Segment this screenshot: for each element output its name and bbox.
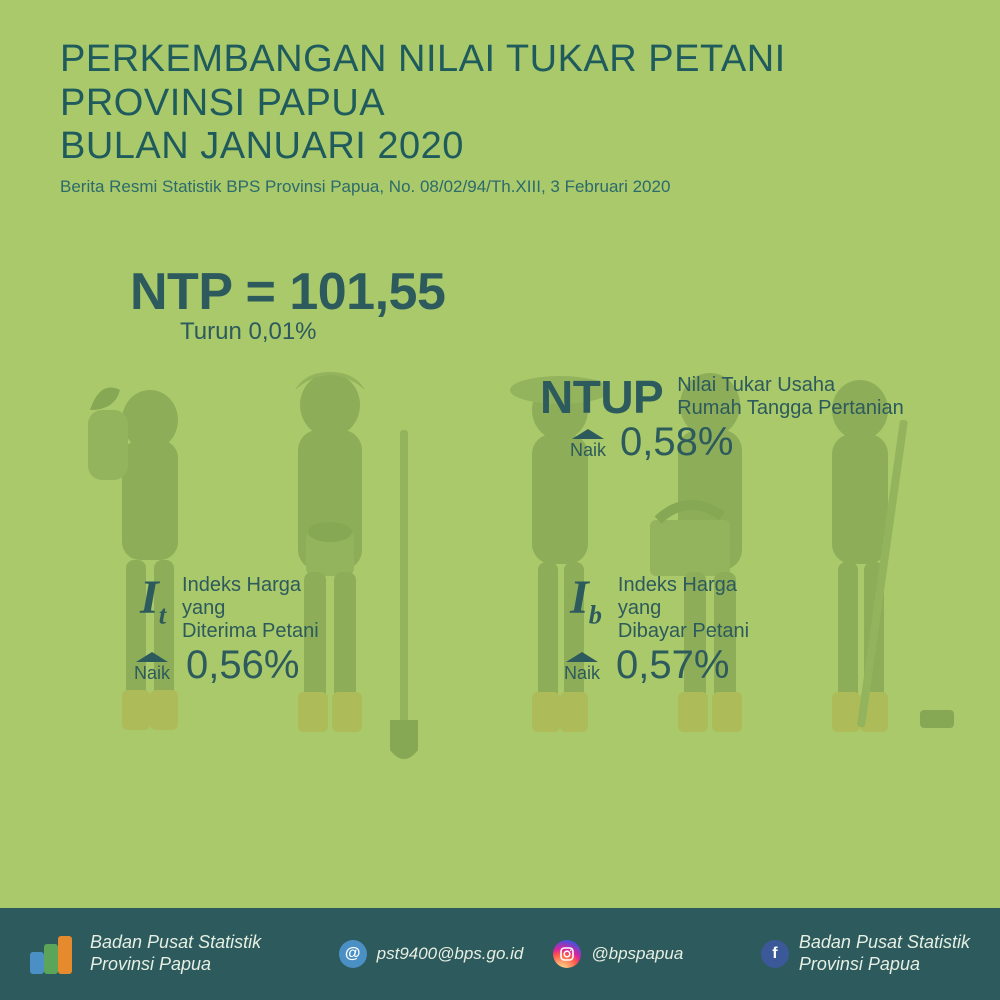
it-description: Indeks Harga yang Diterima Petani bbox=[182, 570, 319, 643]
footer-org-l2: Provinsi Papua bbox=[90, 954, 261, 976]
footer-instagram: @bpspapua bbox=[553, 940, 683, 968]
ntp-metric: NTP = 101,55 Turun 0,01% bbox=[130, 262, 445, 346]
footer-facebook: f Badan Pusat Statistik Provinsi Papua bbox=[761, 932, 970, 975]
email-icon: @ bbox=[339, 940, 367, 968]
it-direction-text: Naik bbox=[134, 664, 170, 682]
ib-desc-l2: yang bbox=[618, 597, 749, 620]
ntup-desc-l1: Nilai Tukar Usaha bbox=[677, 374, 903, 397]
up-arrow-icon bbox=[572, 429, 604, 439]
ntp-value: NTP = 101,55 bbox=[130, 262, 445, 322]
title-line-2: PROVINSI PAPUA bbox=[60, 82, 960, 126]
ib-desc-l3: Dibayar Petani bbox=[618, 620, 749, 643]
ntup-direction: Naik bbox=[570, 429, 606, 465]
ib-description: Indeks Harga yang Dibayar Petani bbox=[618, 570, 749, 643]
ib-desc-l1: Indeks Harga bbox=[618, 574, 749, 597]
it-metric: It Indeks Harga yang Diterima Petani Nai… bbox=[140, 570, 500, 688]
it-direction: Naik bbox=[134, 652, 170, 688]
infographic-page: PERKEMBANGAN NILAI TUKAR PETANI PROVINSI… bbox=[0, 0, 1000, 1000]
footer-instagram-text: @bpspapua bbox=[591, 944, 683, 964]
it-desc-l1: Indeks Harga bbox=[182, 574, 319, 597]
footer-org: Badan Pusat Statistik Provinsi Papua bbox=[30, 932, 261, 975]
title-line-1: PERKEMBANGAN NILAI TUKAR PETANI bbox=[60, 38, 960, 82]
ntup-direction-text: Naik bbox=[570, 441, 606, 459]
ntup-label: NTUP bbox=[540, 370, 663, 424]
header-subtitle: Berita Resmi Statistik BPS Provinsi Papu… bbox=[60, 177, 960, 197]
footer-email: @ pst9400@bps.go.id bbox=[339, 940, 524, 968]
it-symbol: It bbox=[140, 570, 166, 631]
ib-pct: 0,57% bbox=[616, 643, 729, 688]
footer-email-text: pst9400@bps.go.id bbox=[377, 944, 524, 964]
footer-org-name: Badan Pusat Statistik Provinsi Papua bbox=[90, 932, 261, 975]
ntp-change: Turun 0,01% bbox=[180, 318, 445, 346]
footer-fb-l2: Provinsi Papua bbox=[799, 954, 970, 976]
it-desc-l3: Diterima Petani bbox=[182, 620, 319, 643]
footer-fb-l1: Badan Pusat Statistik bbox=[799, 932, 970, 954]
it-pct: 0,56% bbox=[186, 643, 299, 688]
bps-logo-icon bbox=[30, 934, 76, 974]
ib-direction-text: Naik bbox=[564, 664, 600, 682]
footer: Badan Pusat Statistik Provinsi Papua @ p… bbox=[0, 908, 1000, 1000]
header-block: PERKEMBANGAN NILAI TUKAR PETANI PROVINSI… bbox=[60, 38, 960, 197]
facebook-icon: f bbox=[761, 940, 789, 968]
footer-contacts: @ pst9400@bps.go.id @bpspapua bbox=[295, 940, 727, 968]
ntup-desc-l2: Rumah Tangga Pertanian bbox=[677, 397, 903, 420]
ntup-metric: NTUP Nilai Tukar Usaha Rumah Tangga Pert… bbox=[540, 370, 970, 465]
footer-fb-name: Badan Pusat Statistik Provinsi Papua bbox=[799, 932, 970, 975]
ntup-description: Nilai Tukar Usaha Rumah Tangga Pertanian bbox=[677, 370, 903, 420]
instagram-icon bbox=[553, 940, 581, 968]
ntup-pct: 0,58% bbox=[620, 420, 733, 465]
footer-org-l1: Badan Pusat Statistik bbox=[90, 932, 261, 954]
up-arrow-icon bbox=[566, 652, 598, 662]
up-arrow-icon bbox=[136, 652, 168, 662]
ib-metric: Ib Indeks Harga yang Dibayar Petani Naik… bbox=[570, 570, 930, 688]
ib-symbol: Ib bbox=[570, 570, 602, 631]
title-line-3: BULAN JANUARI 2020 bbox=[60, 125, 960, 169]
it-desc-l2: yang bbox=[182, 597, 319, 620]
ib-direction: Naik bbox=[564, 652, 600, 688]
